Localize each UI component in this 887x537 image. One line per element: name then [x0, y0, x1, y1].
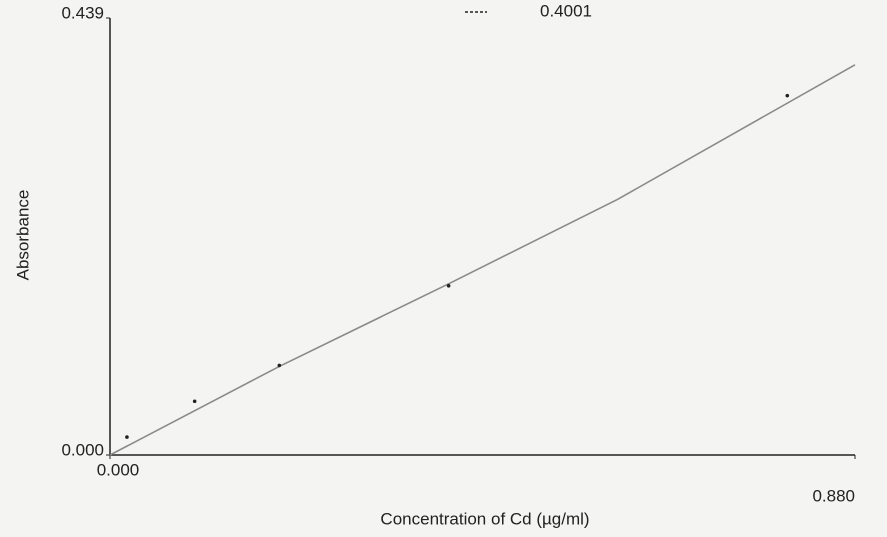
data-point [446, 283, 451, 288]
data-point [785, 93, 790, 98]
x-tick-label: 0.880 [812, 486, 855, 505]
data-point [277, 363, 282, 368]
data-point [192, 399, 197, 404]
y-tick-label: 0.000 [61, 440, 104, 459]
y-axis-title: Absorbance [13, 190, 32, 281]
data-point [125, 435, 129, 439]
fit-line [109, 64, 856, 456]
annotation: 0.4001 [540, 1, 592, 20]
x-tick-label: 0.000 [97, 460, 140, 479]
x-axis-title: Concentration of Cd (µg/ml) [380, 509, 589, 528]
y-tick-label: 0.439 [61, 3, 104, 22]
